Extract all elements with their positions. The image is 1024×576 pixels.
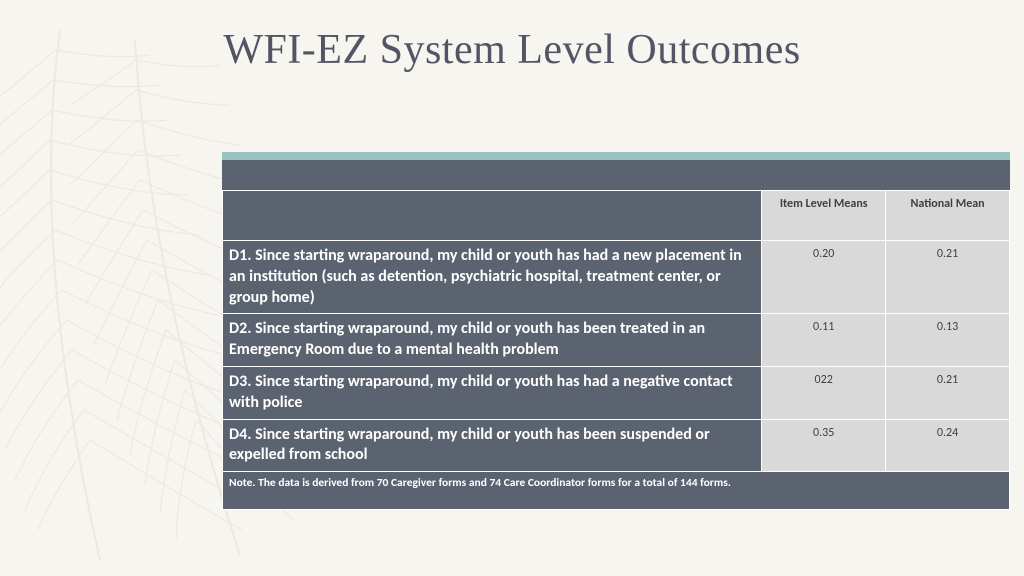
table-row: D3. Since starting wraparound, my child … [223,366,1010,419]
table-top-spacer [222,160,1010,190]
header-description-blank [223,191,762,241]
outcomes-table-container: Item Level Means National Mean D1. Since… [222,152,1010,510]
row-national-mean: 0.13 [886,314,1010,367]
table-note: Note. The data is derived from 70 Caregi… [223,472,1010,510]
note-row: Note. The data is derived from 70 Caregi… [223,472,1010,510]
table-row: D2. Since starting wraparound, my child … [223,314,1010,367]
table-row: D4. Since starting wraparound, my child … [223,419,1010,472]
table-row: D1. Since starting wraparound, my child … [223,241,1010,314]
row-item-means: 0.11 [762,314,886,367]
accent-bar [222,152,1010,160]
row-desc: D2. Since starting wraparound, my child … [223,314,762,367]
row-item-means: 022 [762,366,886,419]
row-item-means: 0.20 [762,241,886,314]
row-national-mean: 0.21 [886,241,1010,314]
row-national-mean: 0.21 [886,366,1010,419]
page-title: WFI-EZ System Level Outcomes [112,26,912,74]
outcomes-table: Item Level Means National Mean D1. Since… [222,190,1010,510]
row-desc: D1. Since starting wraparound, my child … [223,241,762,314]
header-item-means: Item Level Means [762,191,886,241]
header-row: Item Level Means National Mean [223,191,1010,241]
row-item-means: 0.35 [762,419,886,472]
header-national-mean: National Mean [886,191,1010,241]
row-desc: D4. Since starting wraparound, my child … [223,419,762,472]
row-national-mean: 0.24 [886,419,1010,472]
row-desc: D3. Since starting wraparound, my child … [223,366,762,419]
